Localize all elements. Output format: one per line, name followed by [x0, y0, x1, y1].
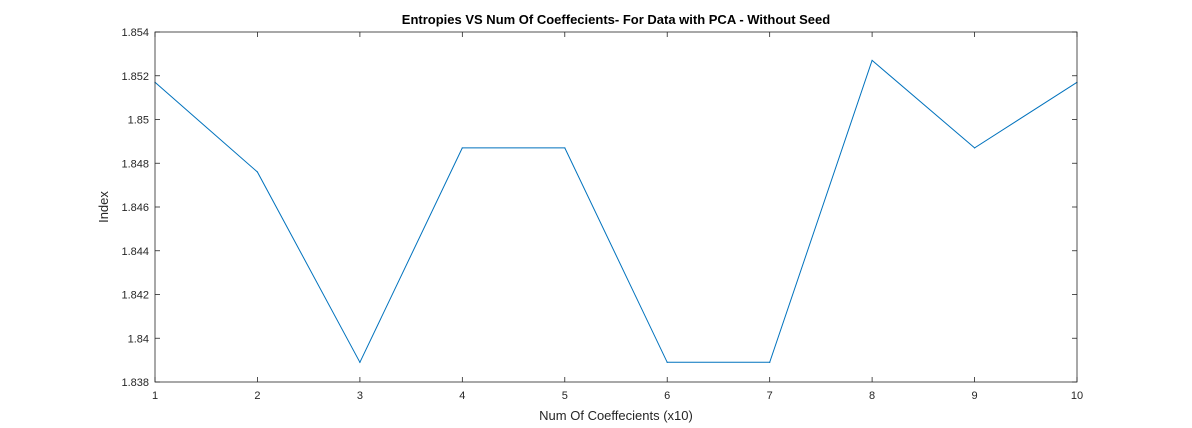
- y-tick-label: 1.844: [121, 246, 149, 258]
- data-point: [666, 361, 668, 363]
- y-tick-label: 1.842: [121, 290, 149, 302]
- data-point: [973, 147, 976, 149]
- y-tick-label: 1.84: [128, 333, 149, 345]
- plot-area: [155, 32, 1077, 382]
- x-tick-label: 7: [767, 390, 773, 402]
- chart-title: Entropies VS Num Of Coeffecients- For Da…: [402, 12, 830, 27]
- y-axis-label: Index: [96, 191, 111, 223]
- y-tick-label: 1.85: [128, 115, 149, 127]
- y-tick-label: 1.854: [121, 27, 149, 39]
- x-tick-label: 10: [1071, 390, 1083, 402]
- x-tick-label: 8: [869, 390, 875, 402]
- y-tick-label: 1.852: [121, 71, 149, 83]
- x-tick-label: 5: [562, 390, 568, 402]
- x-tick-label: 3: [357, 390, 363, 402]
- x-tick-label: 4: [459, 390, 465, 402]
- x-tick-label: 9: [971, 390, 977, 402]
- x-tick-label: 6: [664, 390, 670, 402]
- series-line: [154, 59, 1078, 364]
- y-tick-label: 1.846: [121, 202, 149, 214]
- data-point: [564, 147, 566, 149]
- data-point: [461, 147, 463, 149]
- data-point: [871, 59, 873, 62]
- plot-frame: [154, 31, 1078, 383]
- x-tick-label: 1: [152, 390, 158, 402]
- data-point: [359, 361, 361, 363]
- x-tick-label: 2: [254, 390, 260, 402]
- data-point: [769, 361, 771, 363]
- y-tick-label: 1.838: [121, 377, 149, 389]
- tick-labels: 1 2 3 4 5 6 7 8 9 10 1.838 1.84 1.842 1.844 1.846 1.848…: [121, 27, 1083, 402]
- data-point: [256, 171, 259, 173]
- x-axis-label: Num Of Coeffecients (x10): [539, 408, 693, 423]
- y-tick-label: 1.848: [121, 158, 149, 170]
